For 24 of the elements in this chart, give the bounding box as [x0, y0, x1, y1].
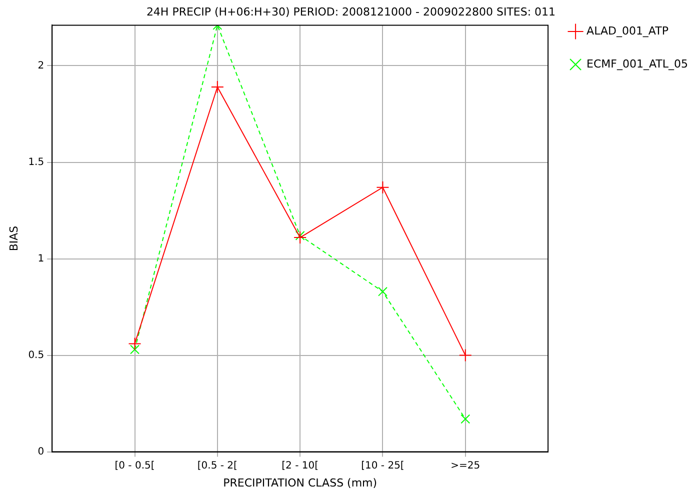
legend-label: ALAD_001_ATP — [586, 24, 669, 38]
x-tick-label: >=25 — [450, 460, 480, 472]
y-axis-title: BIAS — [7, 226, 20, 252]
x-tick-label: [0.5 - 2[ — [197, 460, 238, 472]
point — [458, 348, 472, 362]
point — [295, 230, 305, 240]
point — [378, 286, 388, 296]
x-tick-label: [2 - 10[ — [282, 460, 318, 472]
y-tick-label: 1 — [38, 253, 44, 264]
point — [210, 80, 224, 94]
point — [294, 231, 307, 244]
point — [130, 344, 140, 354]
x-axis-title: PRECIPITATION CLASS (mm) — [223, 476, 378, 490]
x-tick-label: [0 - 0.5[ — [114, 460, 155, 472]
chart-title: 24H PRECIP (H+06:H+30) PERIOD: 2008121000 - 2009022800 SITES: 011 — [146, 5, 556, 18]
x-tick-label: [10 - 25[ — [361, 460, 404, 472]
y-tick-label: 1.5 — [28, 156, 44, 168]
point — [376, 180, 390, 194]
legend-label: ECMF_001_ATL_05 — [586, 57, 688, 70]
point — [128, 337, 142, 350]
point — [460, 414, 470, 424]
y-tick-label: 0 — [38, 446, 44, 458]
y-tick-label: 0.5 — [28, 350, 44, 361]
y-tick-label: 2 — [38, 60, 44, 72]
